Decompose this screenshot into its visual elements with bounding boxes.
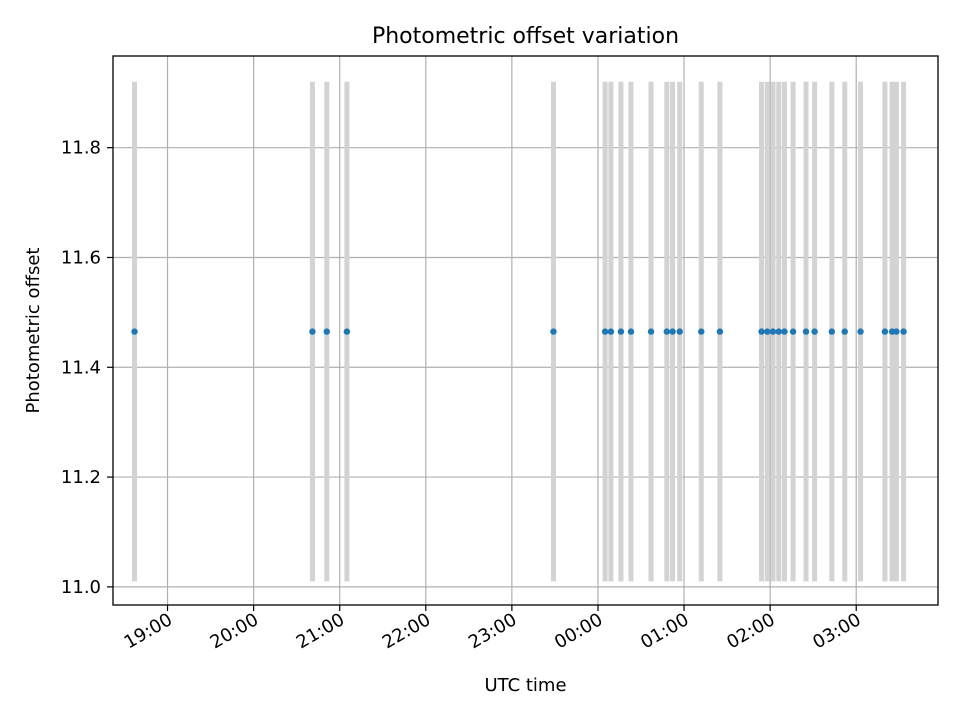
x-tick-label: 01:00 [637, 609, 692, 653]
y-tick-label: 11.0 [61, 577, 101, 598]
data-point [698, 328, 705, 335]
data-point [900, 328, 907, 335]
y-tick-label: 11.8 [61, 138, 101, 159]
data-point [550, 328, 557, 335]
data-point [309, 328, 316, 335]
data-point [841, 328, 848, 335]
x-axis-title: UTC time [484, 675, 566, 696]
data-point [617, 328, 625, 335]
x-tick-label: 20:00 [207, 609, 262, 653]
x-tick-label: 22:00 [379, 609, 434, 653]
x-tick-label: 23:00 [465, 609, 520, 653]
y-tick-label: 11.2 [61, 467, 101, 488]
x-axis-ticks: 19:00 20:00 21:00 22:00 23:00 00:00 01:00 02:00… [121, 605, 865, 653]
grid [113, 56, 938, 605]
data-point [828, 328, 836, 335]
data-point [323, 328, 330, 335]
data-point [769, 328, 777, 335]
data-point [669, 328, 676, 335]
x-tick-label: 00:00 [551, 609, 606, 653]
data-point [627, 328, 635, 335]
data-point [607, 328, 615, 335]
data-point [789, 328, 797, 335]
data-point [601, 328, 609, 335]
data-point [781, 328, 788, 335]
x-tick-label: 21:00 [293, 609, 348, 653]
data-point [893, 328, 900, 335]
data-point [764, 328, 771, 335]
data-point [663, 328, 671, 335]
y-tick-label: 11.4 [61, 357, 101, 378]
x-tick-label: 03:00 [809, 609, 864, 653]
y-axis-title: Photometric offset [23, 248, 44, 414]
data-point [881, 328, 889, 335]
data-point [343, 328, 351, 335]
plot-frame [112, 55, 939, 606]
data-point [857, 328, 864, 335]
x-tick-label: 02:00 [723, 609, 778, 653]
y-axis-ticks: 11.0 11.2 11.4 11.6 11.8 [61, 138, 113, 598]
data-point [676, 328, 683, 335]
error-bars [132, 81, 907, 582]
y-tick-label: 11.6 [61, 247, 101, 268]
data-points [131, 328, 907, 335]
data-point [775, 328, 782, 335]
data-point [811, 328, 818, 335]
chart-title: Photometric offset variation [372, 24, 679, 49]
x-tick-label: 19:00 [121, 609, 176, 653]
data-point [716, 328, 724, 335]
data-point [802, 328, 810, 335]
data-point [647, 328, 655, 335]
data-point [758, 328, 765, 335]
data-point [131, 328, 138, 335]
